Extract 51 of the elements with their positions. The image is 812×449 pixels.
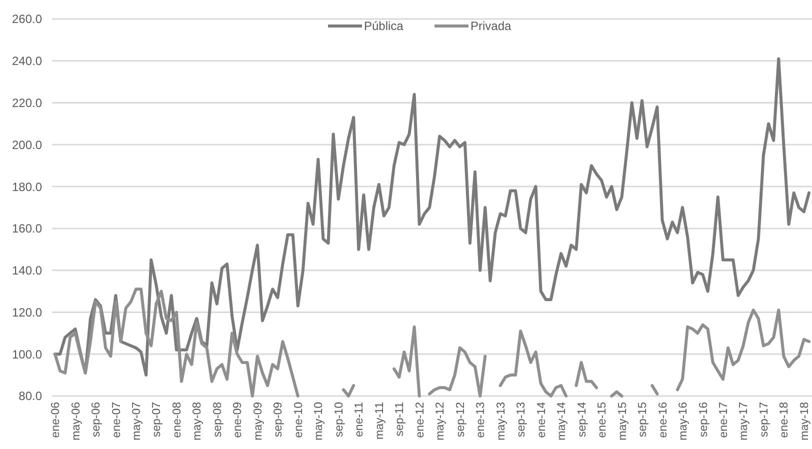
x-tick-label: may-15: [616, 402, 629, 440]
line-series: [54, 57, 810, 377]
x-tick-label: ene-08: [171, 402, 184, 438]
y-tick-label: 200.0: [12, 138, 42, 152]
x-tick-label: sep-09: [272, 402, 285, 438]
x-tick-label: may-10: [313, 402, 326, 440]
x-tick-label: ene-16: [657, 402, 670, 438]
x-tick-label: sep-08: [212, 402, 224, 438]
y-tick-label: 140.0: [12, 264, 42, 278]
x-tick-label: sep-16: [698, 402, 710, 438]
x-tick-label: may-17: [738, 402, 750, 440]
x-tick-label: sep-17: [758, 402, 770, 438]
x-tick-label: may-12: [434, 402, 447, 440]
x-tick-label: sep-15: [637, 402, 650, 438]
x-tick-label: may-08: [192, 402, 204, 440]
y-tick-label: 160.0: [12, 222, 42, 236]
x-tick-label: may-16: [678, 402, 690, 440]
x-tick-label: sep-06: [90, 402, 103, 438]
x-tick-label: sep-13: [516, 402, 528, 438]
x-tick-label: ene-17: [718, 402, 730, 438]
x-tick-label: sep-12: [454, 402, 467, 438]
x-tick-label: ene-10: [292, 402, 305, 438]
legend-label: Pública: [364, 19, 404, 34]
x-tick-label: ene-18: [778, 402, 791, 438]
x-tick-label: ene-07: [110, 402, 123, 438]
x-tick-label: ene-06: [50, 402, 62, 438]
x-tick-label: ene-13: [475, 402, 488, 438]
x-tick-label: may-14: [556, 401, 568, 440]
x-tick-label: sep-07: [151, 402, 164, 438]
x-tick-label: may-07: [130, 402, 143, 440]
y-tick-label: 120.0: [12, 305, 42, 320]
x-tick-label: ene-09: [232, 402, 244, 438]
y-tick-label: 220.0: [12, 96, 42, 110]
x-tick-label: may-13: [495, 402, 508, 440]
x-tick-label: may-11: [374, 402, 386, 440]
y-tick-label: 240.0: [12, 54, 42, 68]
x-tick-label: sep-11: [394, 402, 406, 436]
x-tick-label: may-09: [252, 402, 264, 440]
x-tick-label: may-18: [798, 402, 811, 440]
x-tick-label: ene-11: [354, 402, 366, 437]
y-tick-label: 180.0: [12, 180, 42, 194]
x-tick-label: may-06: [70, 402, 82, 440]
legend-label: Privada: [470, 19, 512, 34]
x-tick-label: ene-15: [596, 402, 609, 438]
x-tick-label: sep-10: [333, 402, 346, 438]
x-tick-label: ene-12: [414, 402, 426, 438]
x-tick-label: sep-14: [576, 401, 588, 438]
x-tick-label: ene-14: [536, 401, 548, 438]
y-tick-label: 100.0: [12, 347, 42, 362]
y-tick-label: 80.0: [18, 389, 42, 404]
y-tick-label: 260.0: [12, 12, 42, 26]
